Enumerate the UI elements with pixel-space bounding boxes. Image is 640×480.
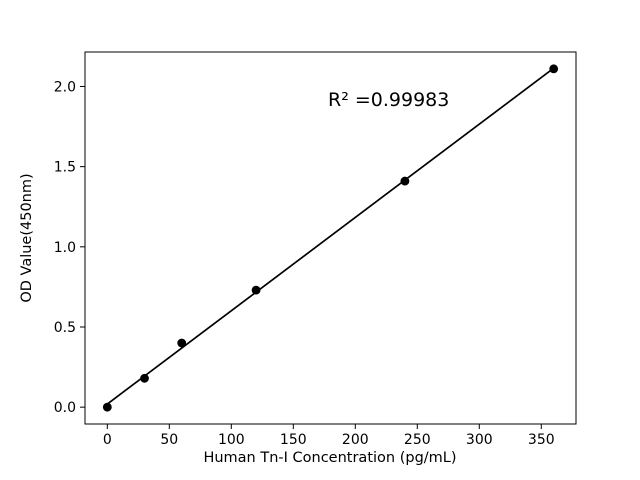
x-tick-label: 100 [218, 432, 245, 448]
x-tick-label: 0 [103, 432, 112, 448]
x-axis-label: Human Tn-I Concentration (pg/mL) [203, 450, 456, 466]
data-point [102, 402, 112, 412]
data-point [400, 176, 410, 186]
data-point [140, 373, 149, 383]
axes-spines [84, 51, 577, 425]
x-tick-label: 350 [528, 432, 555, 448]
y-axis-label: OD Value(450nm) [19, 173, 35, 302]
fit-line [106, 67, 555, 405]
data-point [177, 338, 187, 348]
data-point [549, 64, 559, 74]
r-squared-annotation: R² =0.99983 [328, 89, 449, 111]
x-tick-label: 50 [160, 432, 178, 448]
y-tick-label: 2.0 [54, 79, 76, 95]
x-tick-label: 200 [342, 432, 369, 448]
x-tick-label: 250 [404, 432, 431, 448]
y-tick-label: 1.0 [54, 240, 76, 256]
y-tick-label: 0.0 [54, 400, 76, 416]
y-tick-label: 0.5 [54, 320, 76, 336]
data-point [251, 285, 261, 295]
x-tick-label: 150 [280, 432, 307, 448]
y-tick-label: 1.5 [54, 160, 76, 176]
x-tick-label: 300 [466, 432, 493, 448]
